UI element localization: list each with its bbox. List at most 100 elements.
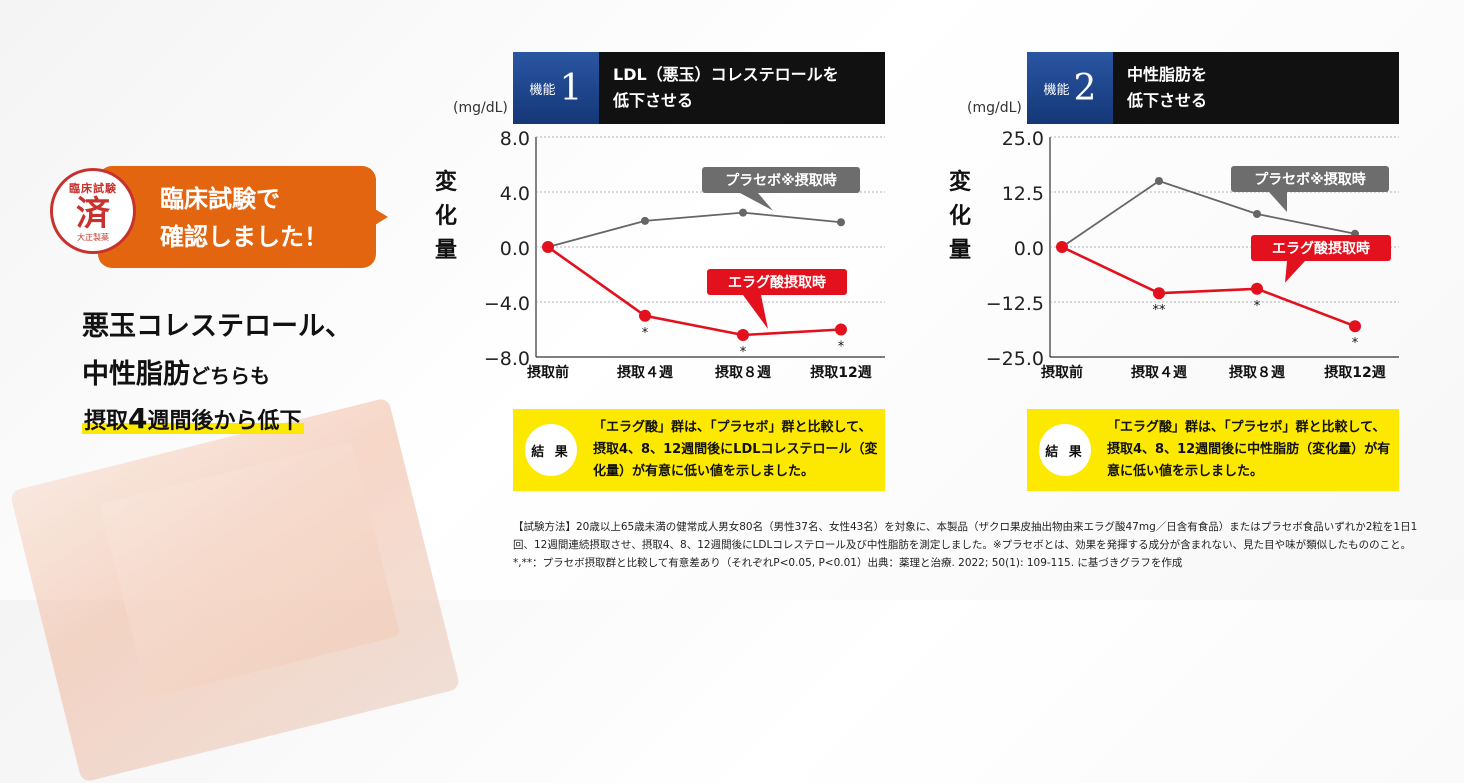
chart-title-line-2: 低下させる <box>1127 91 1208 110</box>
series-line <box>547 211 842 248</box>
placebo-label-pointer <box>740 193 773 211</box>
headline-line-1: 悪玉コレステロール、 <box>82 311 352 342</box>
headline-line-3: 摂取4週間後から低下 <box>82 402 304 435</box>
y-axis-label-char: 化 <box>948 204 971 229</box>
ellagic-label-box <box>1251 235 1391 261</box>
ldl-chart-panel: 機能 1 LDL（悪玉）コレステロールを 低下させる (mg/dL) 変化量 8… <box>435 52 893 492</box>
x-tick-label: 摂取８週 <box>715 364 771 381</box>
y-tick-label: −8.0 <box>484 348 530 370</box>
data-point <box>1056 241 1068 253</box>
ellagic-label-pointer <box>743 295 768 329</box>
stamp-top-text: 臨床試験 <box>69 181 117 195</box>
data-point <box>837 218 845 227</box>
significance-mark: ** <box>1153 303 1167 318</box>
result-label: 結 果 <box>1039 424 1091 476</box>
x-tick-label: 摂取８週 <box>1229 364 1285 381</box>
chart-title-bar-2: 中性脂肪を 低下させる <box>1113 52 1399 124</box>
x-tick-label: 摂取前 <box>1041 364 1083 381</box>
ellagic-label-pointer <box>1285 261 1305 283</box>
result-text: 「エラグ酸」群は、「プラセボ」群と比較して、摂取4、8、12週間後にLDLコレス… <box>593 420 878 479</box>
callout-bubble-tail <box>370 206 388 228</box>
y-tick-label: 8.0 <box>500 128 530 150</box>
placebo-legend-label: プラセボ※摂取時 <box>725 172 837 189</box>
data-point <box>1253 210 1261 218</box>
callout-line-2: 確認しました！ <box>160 223 328 251</box>
significance-mark: * <box>740 345 747 360</box>
study-method-note: 【試験方法】20歳以上65歳未満の健常成人男女80名（男性37名、女性43名）を… <box>513 521 1418 569</box>
significance-mark: * <box>642 326 649 341</box>
series-line <box>1061 245 1356 328</box>
placebo-label-pointer <box>1269 192 1287 212</box>
series-line <box>547 245 842 337</box>
data-point <box>1349 320 1361 333</box>
data-point <box>739 208 747 217</box>
data-point <box>1251 282 1263 295</box>
significance-mark: * <box>1352 336 1359 351</box>
y-tick-label: 25.0 <box>1002 128 1044 150</box>
result-text: 「エラグ酸」群は、「プラセボ」群と比較して、摂取4、8、12週間後に中性脂肪（変… <box>1107 420 1391 479</box>
y-axis-label-char: 量 <box>948 238 971 263</box>
y-axis-label: 変化量 <box>431 166 461 268</box>
triglyceride-chart-panel: 機能 2 中性脂肪を 低下させる (mg/dL) 変化量 25.0 12.5 0.0… <box>949 52 1407 492</box>
callout-line-1: 臨床試験で <box>160 185 280 213</box>
ellagic-label-box <box>707 269 847 295</box>
y-tick-label: −25.0 <box>986 348 1044 370</box>
result-box-2: 結 果 「エラグ酸」群は、「プラセボ」群と比較して、摂取4、8、12週間後に中性… <box>1027 409 1399 491</box>
x-tick-label: 摂取12週 <box>1324 364 1385 381</box>
x-tick-label: 摂取４週 <box>1131 364 1187 381</box>
data-point <box>1153 287 1165 300</box>
data-point <box>737 329 749 341</box>
y-unit-label: (mg/dL) <box>967 100 1022 116</box>
badge-label: 機能 <box>1043 82 1070 98</box>
headline-line-2: 中性脂肪どちらも <box>82 352 270 391</box>
chart-title-line-1: LDL（悪玉）コレステロールを <box>613 65 839 84</box>
y-axis-label-char: 化 <box>434 204 457 229</box>
chart-title-line-1: 中性脂肪を <box>1127 65 1208 84</box>
result-box-1: 結 果 「エラグ酸」群は、「プラセボ」群と比較して、摂取4、8、12週間後にLD… <box>513 409 885 491</box>
headline-highlight: 摂取4週間後から低下 <box>82 402 304 435</box>
y-tick-label: 0.0 <box>1014 238 1044 260</box>
function-badge-1: 機能 1 <box>513 52 599 124</box>
result-label: 結 果 <box>525 424 577 476</box>
headline-line-3-b: 4 <box>128 402 148 435</box>
headline-line-2-main: 中性脂肪 <box>82 359 190 390</box>
stamp-main-text: 済 <box>76 193 110 234</box>
function-badge-2: 機能 2 <box>1027 52 1113 124</box>
badge-number: 2 <box>1073 67 1097 109</box>
data-point <box>641 216 649 225</box>
callout-bubble <box>98 166 376 268</box>
headline-line-3-a: 摂取 <box>84 409 129 434</box>
series-line <box>1061 180 1356 248</box>
x-tick-label: 摂取12週 <box>810 364 871 381</box>
callout-text: 臨床試験で 確認しました！ <box>160 180 370 256</box>
data-point <box>639 309 651 322</box>
page: 臨床試験 済 大正製薬 臨床試験で 確認しました！ 悪玉コレステロール、 中性脂… <box>9 52 1418 783</box>
chart-title-line-2: 低下させる <box>613 91 694 110</box>
data-point <box>542 241 554 253</box>
y-axis-label: 変化量 <box>945 166 975 268</box>
headline-line-3-c: 週間後から低下 <box>147 409 302 434</box>
y-axis-label-char: 量 <box>434 238 457 263</box>
clinical-trial-stamp: 臨床試験 済 大正製薬 <box>50 168 136 254</box>
placebo-label-box <box>1231 166 1389 192</box>
headline-line-2-sub: どちらも <box>190 364 270 388</box>
y-tick-label: −12.5 <box>986 293 1044 315</box>
placebo-label-box <box>702 167 860 193</box>
y-axis-label-char: 変 <box>948 170 971 195</box>
y-axis-label-char: 変 <box>434 170 457 195</box>
ellagic-legend-label: エラグ酸摂取時 <box>1272 240 1370 257</box>
significance-mark: * <box>838 340 845 355</box>
placebo-legend-label: プラセボ※摂取時 <box>1254 171 1366 188</box>
data-point <box>1155 177 1163 185</box>
data-point <box>835 323 847 336</box>
chart-title-bar-1: LDL（悪玉）コレステロールを 低下させる <box>599 52 885 124</box>
badge-number: 1 <box>559 67 583 109</box>
x-tick-label: 摂取４週 <box>617 364 673 381</box>
y-tick-label: 12.5 <box>1002 183 1044 205</box>
y-tick-label: −4.0 <box>484 293 530 315</box>
y-tick-label: 0.0 <box>500 238 530 260</box>
y-tick-label: 4.0 <box>500 183 530 205</box>
significance-mark: * <box>1254 299 1261 314</box>
